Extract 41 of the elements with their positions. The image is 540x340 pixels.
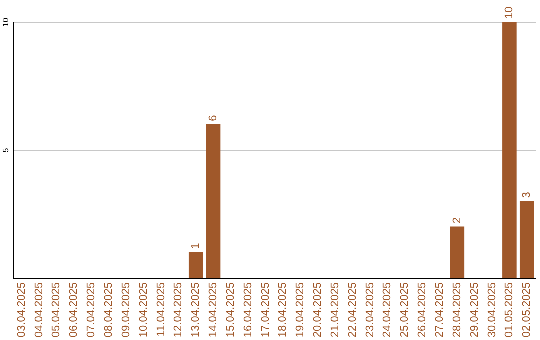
x-tick-label: 10.04.2025 xyxy=(138,282,150,338)
x-tick-label: 29.04.2025 xyxy=(468,282,481,338)
data-label: 1 xyxy=(190,243,202,250)
x-tick-label: 02.05.2025 xyxy=(521,282,534,338)
x-tick-label: 22.04.2025 xyxy=(346,282,359,338)
bar xyxy=(450,226,465,278)
x-tick-label: 12.04.2025 xyxy=(172,282,185,338)
x-tick-label: 08.04.2025 xyxy=(102,282,115,338)
x-tick-label: 17.04.2025 xyxy=(260,282,272,338)
x-tick-label: 11.04.2025 xyxy=(155,282,168,337)
bar xyxy=(502,22,517,278)
x-tick-label: 03.04.2025 xyxy=(16,282,28,338)
y-tick-label: 5 xyxy=(2,148,10,153)
x-tick-label: 06.04.2025 xyxy=(68,282,80,338)
data-label: 10 xyxy=(504,6,516,19)
x-tick-label: 05.04.2025 xyxy=(50,282,63,338)
x-tick-label: 28.04.2025 xyxy=(451,282,464,338)
x-tick-label: 09.04.2025 xyxy=(120,282,132,338)
x-tick-label: 27.04.2025 xyxy=(434,282,446,338)
data-label: 2 xyxy=(451,218,464,224)
x-tick-label: 15.04.2025 xyxy=(224,282,237,338)
x-tick-label: 21.04.2025 xyxy=(329,282,342,338)
x-tick-label: 14.04.2025 xyxy=(208,282,220,338)
data-label: 3 xyxy=(521,192,534,198)
bar xyxy=(520,201,534,278)
x-tick-label: 26.04.2025 xyxy=(416,282,429,338)
x-tick-label: 18.04.2025 xyxy=(277,282,290,338)
x-tick-label: 01.05.2025 xyxy=(504,282,516,338)
x-tick-label: 24.04.2025 xyxy=(382,282,394,338)
bar xyxy=(188,252,204,278)
x-tick-label: 25.04.2025 xyxy=(399,282,412,338)
x-tick-label: 30.04.2025 xyxy=(486,282,498,338)
x-tick-label: 07.04.2025 xyxy=(86,282,98,338)
x-tick-label: 19.04.2025 xyxy=(294,282,307,338)
x-tick-label: 04.04.2025 xyxy=(33,282,46,338)
x-tick-label: 20.04.2025 xyxy=(312,282,324,338)
bar xyxy=(206,124,221,278)
x-tick-label: 16.04.2025 xyxy=(242,282,254,338)
data-label: 6 xyxy=(208,115,220,122)
x-tick-label: 23.04.2025 xyxy=(364,282,376,338)
x-tick-label: 13.04.2025 xyxy=(190,282,202,338)
